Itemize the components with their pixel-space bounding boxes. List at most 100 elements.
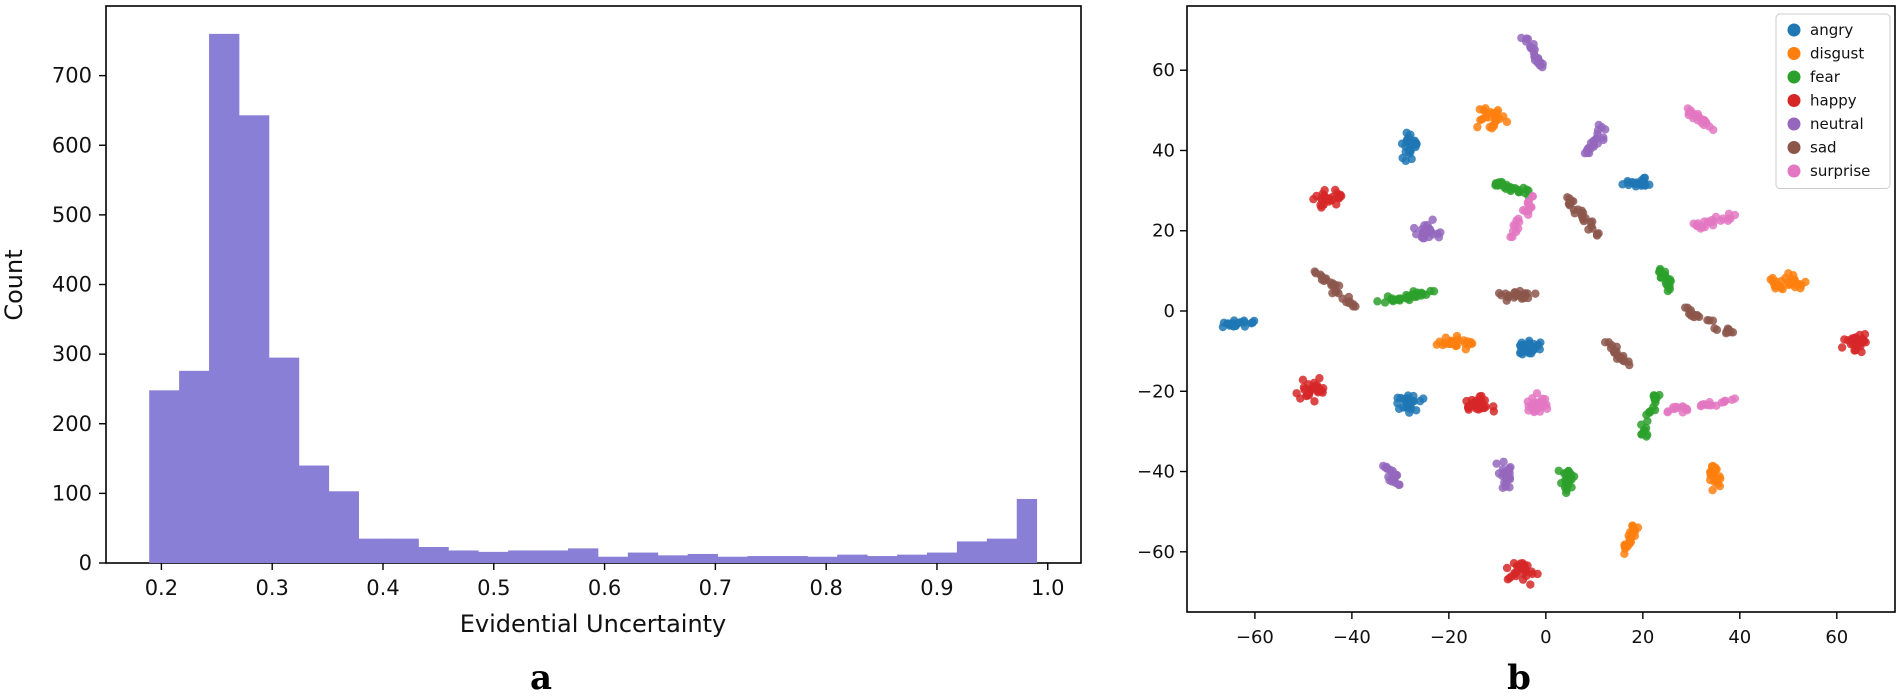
- scatter-point: [1504, 466, 1514, 475]
- scatter-point: [1601, 125, 1610, 134]
- scatter-point: [1593, 126, 1603, 135]
- scatter-point: [1387, 294, 1396, 303]
- scatter-point: [1433, 229, 1442, 238]
- scatter-point: [1239, 318, 1249, 327]
- histogram-bar: [986, 538, 1018, 563]
- scatter-point: [1637, 430, 1646, 439]
- histogram-y-tick-label: 700: [52, 64, 92, 88]
- series-happy: [1292, 185, 1870, 589]
- scatter-point: [1784, 269, 1793, 278]
- histogram-bar: [418, 546, 449, 563]
- histogram-bar: [358, 538, 389, 563]
- scatter-point: [1419, 394, 1428, 403]
- scatter-point: [1523, 561, 1532, 570]
- scatter-point: [1696, 222, 1705, 231]
- scatter-point: [1512, 561, 1522, 571]
- scatter-point: [1699, 115, 1708, 125]
- scatter-point: [1655, 267, 1665, 276]
- legend-marker: [1787, 164, 1801, 178]
- scatter-point: [1563, 193, 1572, 202]
- histogram-bar: [717, 556, 748, 563]
- legend-marker: [1787, 141, 1801, 154]
- scatter-point: [1428, 215, 1437, 224]
- scatter-point: [1320, 186, 1329, 195]
- scatter-point: [1373, 297, 1382, 306]
- series-disgust: [1432, 104, 1810, 558]
- scatter-point: [1489, 407, 1499, 416]
- series-neutral: [1379, 33, 1610, 492]
- scatter-point: [1520, 292, 1529, 301]
- series-fear: [1373, 177, 1675, 498]
- scatter-point: [1351, 302, 1360, 311]
- scatter-point: [1682, 404, 1691, 414]
- tsne-x-tick-label: −40: [1333, 627, 1371, 648]
- tsne-y-tick-label: −60: [1137, 542, 1175, 563]
- scatter-point: [1486, 107, 1495, 117]
- histogram-x-tick-label: 0.5: [477, 576, 510, 600]
- scatter-point: [1442, 339, 1451, 348]
- scatter-point: [1518, 575, 1528, 584]
- scatter-point: [1514, 214, 1523, 224]
- scatter-point: [1589, 142, 1599, 151]
- scatter-point: [1502, 563, 1512, 573]
- scatter-point: [1500, 478, 1509, 487]
- scatter-point: [1727, 395, 1737, 405]
- histogram-x-tick-label: 0.6: [588, 576, 621, 600]
- histogram-bar: [388, 538, 419, 563]
- histogram-x-axis-title: Evidential Uncertainty: [460, 610, 727, 638]
- scatter-point: [1309, 194, 1318, 204]
- tsne-x-tick-label: 0: [1540, 627, 1551, 648]
- scatter-point: [1317, 272, 1327, 281]
- scatter-point: [1396, 294, 1405, 303]
- legend-marker: [1787, 23, 1801, 37]
- scatter-point: [1406, 404, 1416, 414]
- scatter-point: [1526, 580, 1535, 589]
- scatter-point: [1467, 395, 1477, 405]
- histogram-bar: [149, 390, 180, 563]
- histogram-bar: [837, 554, 868, 563]
- scatter-point: [1409, 223, 1419, 233]
- scatter-point: [1429, 287, 1439, 296]
- scatter-point: [1292, 389, 1301, 398]
- tsne-x-tick-label: 60: [1825, 627, 1848, 648]
- scatter-point: [1768, 273, 1777, 283]
- tsne-x-tick-label: −20: [1430, 627, 1468, 648]
- scatter-point: [1381, 463, 1390, 472]
- scatter-point: [1494, 181, 1503, 190]
- scatter-point: [1513, 224, 1523, 233]
- scatter-point: [1564, 199, 1574, 209]
- scatter-point: [1719, 397, 1729, 407]
- scatter-point: [1528, 569, 1537, 579]
- legend-frame: [1775, 13, 1891, 189]
- scatter-point: [1232, 319, 1241, 329]
- legend-marker: [1787, 117, 1801, 131]
- series-surprise: [1506, 104, 1740, 417]
- tsne-y-tick-label: 20: [1152, 221, 1175, 242]
- legend-marker: [1787, 94, 1801, 107]
- scatter-point: [1671, 402, 1681, 412]
- histogram-bar: [238, 115, 270, 563]
- scatter-point: [1726, 327, 1735, 337]
- scatter-point: [1380, 298, 1390, 307]
- histogram-bar: [1016, 498, 1038, 563]
- tsne-panel: −60 −40 −20 0 20 40 60 −60 −40 −20 0 20 40 60 angry d…: [1137, 5, 1896, 696]
- histogram-x-tick-label: 1.0: [1031, 576, 1064, 600]
- histogram-panel: 0.2 0.3 0.4 0.5 0.6 0.7 0.8 0.9 1.0 0 100 200 300 40…: [0, 5, 1082, 696]
- scatter-point: [1338, 294, 1347, 303]
- legend-label: surprise: [1810, 162, 1870, 180]
- scatter-point: [1315, 373, 1324, 383]
- histogram-y-tick-label: 400: [52, 273, 92, 297]
- scatter-point: [1689, 219, 1698, 228]
- scatter-point: [1332, 287, 1341, 297]
- histogram-bar: [568, 548, 599, 563]
- scatter-point: [1411, 290, 1420, 299]
- legend-label: angry: [1810, 21, 1853, 39]
- histogram-x-tick-label: 0.2: [145, 576, 178, 600]
- scatter-point: [1592, 231, 1602, 240]
- scatter-point: [1683, 104, 1693, 113]
- scatter-point: [1406, 143, 1415, 153]
- scatter-point: [1570, 209, 1580, 218]
- scatter-point: [1599, 133, 1608, 142]
- scatter-point: [1409, 397, 1419, 406]
- scatter-point: [1561, 480, 1571, 489]
